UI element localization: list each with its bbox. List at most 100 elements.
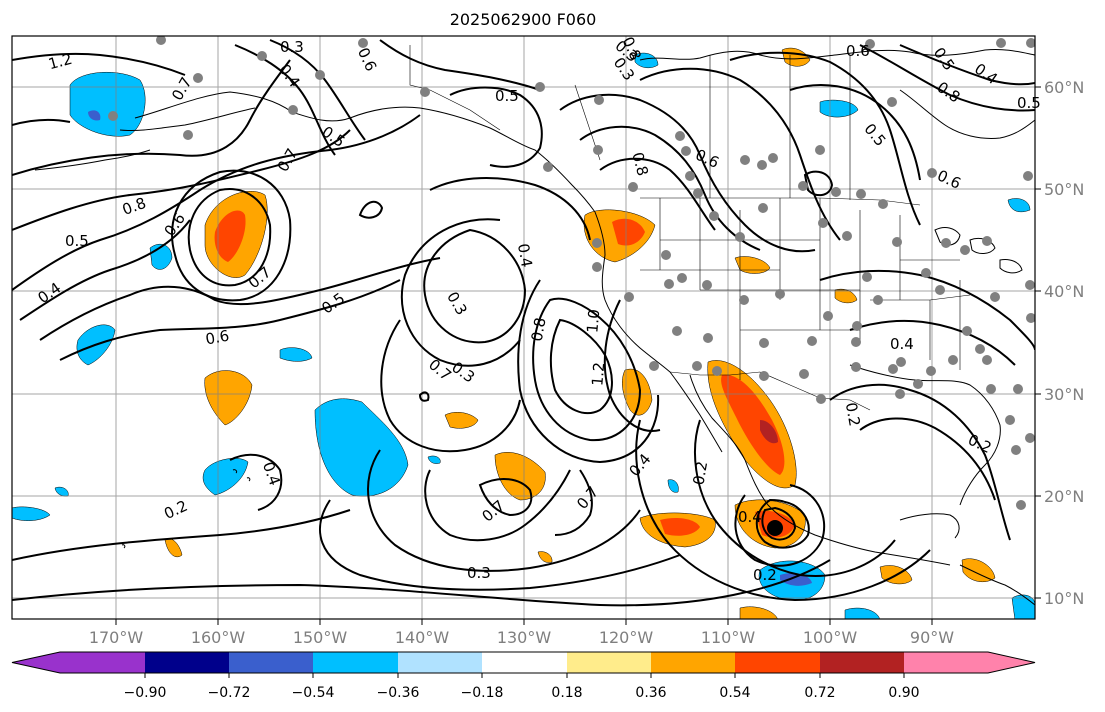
contour-label: 0.2 [753, 566, 777, 584]
fill-blue-region [667, 479, 679, 493]
contour-line [12, 114, 421, 291]
fill-blue-region [12, 506, 51, 521]
contour-label: 0.3 [280, 38, 304, 56]
contour-line [234, 44, 336, 156]
dot-marker [842, 231, 852, 241]
contour-line [729, 51, 921, 226]
contour-line [12, 59, 291, 176]
contour-line [12, 118, 71, 126]
dot-marker [358, 38, 368, 48]
contour-line [380, 319, 521, 453]
dot-marker [628, 182, 638, 192]
dot-marker [807, 336, 817, 346]
dot-marker [895, 389, 905, 399]
contour-line [849, 319, 1016, 366]
contour-line [358, 200, 384, 219]
contour-label: 0.6 [846, 42, 870, 60]
dot-marker [818, 218, 828, 228]
contour-line [819, 269, 1035, 351]
dot-marker [982, 355, 992, 365]
lat-label: 40°N [1044, 282, 1084, 301]
colorbar-seg [482, 652, 567, 673]
contour-line [269, 39, 366, 141]
figure-title: 2025062900 F060 [449, 10, 597, 29]
fill-orange-region [204, 370, 253, 426]
contour-line [532, 297, 642, 442]
dot-marker [535, 82, 545, 92]
colorbar-label: 0.72 [804, 685, 835, 701]
dot-marker [926, 366, 936, 376]
dot-marker [816, 394, 826, 404]
dot-marker [851, 362, 861, 372]
contour-line [449, 86, 543, 168]
dot-marker [913, 379, 923, 389]
fill-orange-region [834, 288, 858, 304]
dot-marker [183, 130, 193, 140]
dot-marker [798, 181, 808, 191]
contour-line [734, 484, 826, 567]
dot-marker [1023, 171, 1033, 181]
dot-marker [702, 280, 712, 290]
colorbar-label: −0.72 [208, 685, 251, 701]
dot-marker [948, 355, 958, 365]
colorbar-seg [567, 652, 651, 673]
dot-marker [996, 38, 1006, 48]
dot-marker [775, 289, 785, 299]
colorbar-label: −0.18 [461, 685, 504, 701]
contour-line [599, 157, 716, 231]
lon-label: 170°W [89, 628, 144, 647]
colorbar-label: 0.90 [888, 685, 919, 701]
dot-marker [735, 232, 745, 242]
dot-marker [757, 160, 767, 170]
dot-marker [1025, 433, 1035, 443]
dot-marker [703, 333, 713, 343]
coastline-mexico-west [744, 459, 951, 566]
dot-marker [156, 36, 166, 45]
lon-label: 90°W [910, 628, 954, 647]
lon-label: 100°W [803, 628, 858, 647]
dot-marker [661, 250, 671, 260]
dot-marker [693, 188, 703, 198]
dot-marker [823, 311, 833, 321]
contour-line [559, 93, 816, 253]
dot-marker [1025, 280, 1035, 290]
lon-axis-labels: 170°W 160°W 150°W 140°W 130°W 120°W 110°… [89, 619, 954, 647]
dot-marker [692, 361, 702, 371]
fill-orange-region [734, 256, 771, 274]
dot-marker [815, 145, 825, 155]
colorbar-seg [988, 652, 1035, 673]
dot-marker [257, 51, 267, 61]
lat-label: 10°N [1044, 589, 1084, 608]
contour-line [12, 52, 186, 76]
dot-marker [672, 326, 682, 336]
dot-marker [852, 321, 862, 331]
coastline-baja [669, 371, 746, 461]
contour-line [761, 506, 797, 541]
dot-marker [759, 338, 769, 348]
dot-marker [831, 187, 841, 197]
dot-marker [1013, 384, 1023, 394]
coastline-yucatan [899, 513, 960, 539]
colorbar-seg [820, 652, 904, 673]
fill-blue-region [202, 458, 249, 496]
contour-label: 0.3 [467, 564, 491, 582]
contour-label: 0.5 [1017, 94, 1041, 112]
coastline-central-america [959, 564, 1035, 606]
fill-red-region [612, 218, 645, 246]
colorbar-label: −0.90 [124, 685, 167, 701]
dot-marker [543, 162, 553, 172]
fill-blue-region [634, 52, 659, 69]
colorbar-outline [11, 651, 1036, 674]
contour-label: 0.2 [689, 460, 711, 487]
dot-marker [1011, 445, 1021, 455]
colorbar-seg [12, 652, 60, 673]
dot-marker [896, 357, 906, 367]
fill-blue-region [279, 347, 313, 362]
dot-marker [593, 145, 603, 155]
colorbar-label: 0.18 [551, 685, 582, 701]
dot-marker [759, 371, 769, 381]
contour-line [229, 453, 283, 511]
coastline-hudson [899, 89, 1035, 139]
fill-blue-region [314, 398, 409, 497]
contour-label: 0.2 [842, 401, 864, 428]
